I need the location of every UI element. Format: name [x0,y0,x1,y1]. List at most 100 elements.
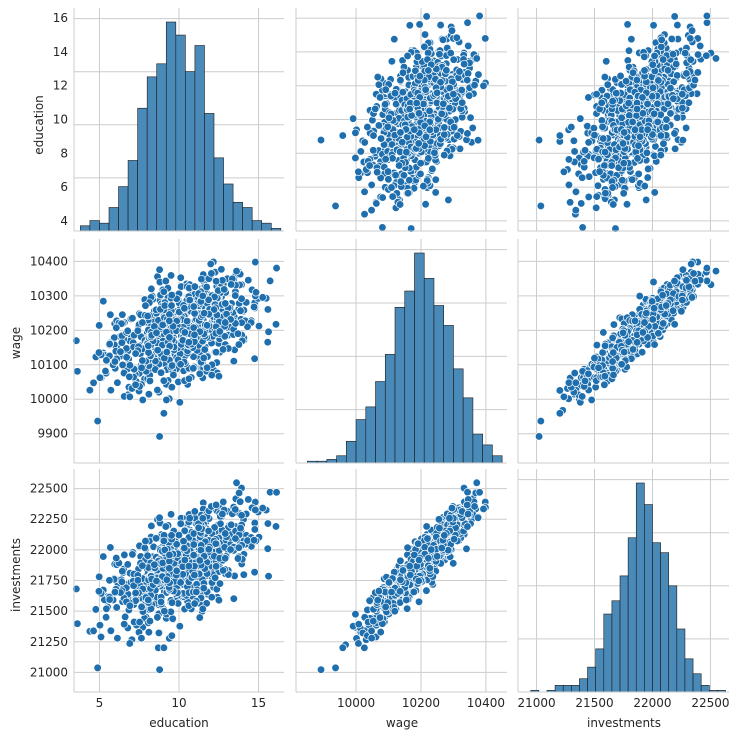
scatter-point [264,572,273,581]
scatter-point [331,663,340,673]
scatter-point [244,275,253,285]
x-tick-label-investments: 22000 [633,696,671,710]
scatter-point [473,513,483,522]
scatter-point [158,320,167,330]
histogram-bar [80,225,91,232]
scatter-point [437,543,446,553]
y-tick-label-investments: 22000 [30,543,68,557]
scatter-point [444,195,453,205]
scatter-point [460,59,469,69]
scatter-point [470,80,479,90]
scatter-point [376,134,386,143]
scatter-point [176,360,185,369]
scatter-point [374,80,384,89]
histogram-bar [482,444,493,464]
scatter-point [351,609,360,619]
scatter-point [431,188,440,197]
scatter-point [638,328,648,337]
scatter-point [578,223,587,232]
scatter-point [412,98,421,108]
scatter-point [567,122,576,132]
scatter-point [684,98,694,107]
scatter-point [635,132,645,141]
scatter-point [479,504,488,514]
scatter-point [373,168,382,177]
scatter-point [351,128,360,138]
scatter-point [608,333,617,343]
scatter-point [144,628,154,637]
scatter-point [449,55,458,64]
scatter-point [670,276,679,286]
scatter-point [138,395,147,405]
scatter-point [106,310,115,319]
scatter-point [113,378,122,387]
scatter-point [331,201,340,211]
scatter-point [618,328,628,337]
scatter-point [618,175,627,185]
y-tick-label-investments: 21250 [30,635,68,649]
scatter-point [272,488,281,497]
scatter-point [602,57,611,66]
scatter-point [564,378,574,387]
histogram-bar [644,504,653,693]
scatter-point [414,109,424,118]
scatter-point [162,575,171,584]
scatter-point [608,183,617,192]
scatter-point [600,72,609,82]
pairplot-panels: 4681012141699001000010100102001030010400… [30,8,730,710]
scatter-point [227,280,236,289]
scatter-point [668,306,678,315]
scatter-point [662,123,671,132]
scatter-point [89,378,98,387]
scatter-point [405,175,414,185]
histogram-bar [472,433,483,464]
scatter-point [702,18,712,27]
scatter-point [445,103,454,113]
scatter-point [165,564,174,573]
histogram-bar [414,252,425,464]
scatter-point [669,94,678,103]
scatter-point [475,488,484,497]
scatter-point [199,353,208,363]
scatter-point [207,269,216,278]
scatter-point [271,522,281,531]
scatter-point [592,192,601,201]
scatter-point [463,522,472,531]
scatter-point [555,409,565,418]
scatter-point [167,531,176,540]
scatter-point [633,154,642,163]
scatter-point [462,544,471,553]
scatter-point [667,34,676,44]
y-tick-label-wage: 10000 [30,392,68,406]
scatter-point [354,639,363,648]
scatter-point [455,67,464,76]
scatter-point [402,147,411,157]
scatter-point [601,188,610,198]
scatter-point [169,370,178,380]
scatter-point [431,175,440,184]
scatter-point [99,552,108,561]
scatter-point [184,338,194,347]
scatter-point [687,26,697,35]
scatter-point [391,171,400,180]
scatter-point [634,169,643,179]
scatter-point [365,596,374,605]
scatter-point [95,572,104,581]
scatter-point [211,500,221,510]
scatter-point [185,514,194,523]
panel-education-vs-investments [517,8,729,233]
scatter-point [153,385,162,395]
scatter-point [160,607,169,616]
scatter-point [271,320,281,329]
histogram-bar [251,220,263,232]
scatter-point [587,395,596,405]
scatter-point [603,80,612,89]
scatter-point [584,192,593,202]
scatter-point [447,26,457,35]
scatter-point [403,51,412,61]
scatter-point [131,380,140,389]
scatter-point [118,310,127,319]
scatter-point [117,577,127,586]
scatter-point [619,189,628,198]
scatter-point [150,560,159,569]
